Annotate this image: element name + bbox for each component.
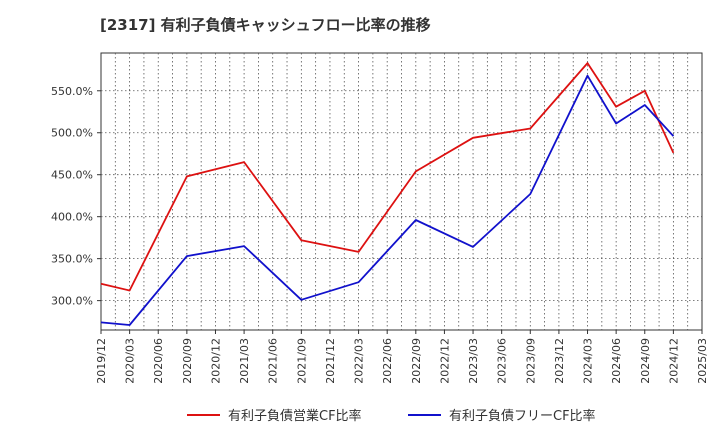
x-tick-label: 2019/12 xyxy=(95,338,108,384)
x-tick-label: 2023/03 xyxy=(467,338,480,384)
legend: 有利子負債営業CF比率 有利子負債フリーCF比率 xyxy=(187,408,596,424)
x-tick-label: 2020/12 xyxy=(209,338,222,384)
x-tick-label: 2022/03 xyxy=(353,338,366,384)
x-tick-label: 2024/12 xyxy=(667,338,680,384)
x-tick-label: 2023/06 xyxy=(496,338,509,384)
series-line-2 xyxy=(100,74,675,326)
y-tick-label: 450.0% xyxy=(51,169,93,182)
x-tick-label: 2022/06 xyxy=(381,338,394,384)
x-tick-label: 2021/03 xyxy=(238,338,251,384)
x-tick-label: 2024/09 xyxy=(639,338,652,384)
x-tick-label: 2022/12 xyxy=(438,338,451,384)
x-tick-label: 2021/09 xyxy=(295,338,308,384)
y-tick-label: 300.0% xyxy=(51,295,93,308)
x-tick-label: 2021/06 xyxy=(267,338,280,384)
x-tick-label: 2021/12 xyxy=(324,338,337,384)
x-tick-label: 2022/09 xyxy=(410,338,423,384)
y-tick-label: 350.0% xyxy=(51,253,93,266)
x-tick-label: 2020/09 xyxy=(181,338,194,384)
x-axis: 2019/12 2020/03 2020/06 2020/09 2020/12 2021/… xyxy=(95,330,709,384)
series-line-1 xyxy=(100,62,675,292)
chart-title: [2317] 有利子負債キャッシュフロー比率の推移 xyxy=(100,16,431,34)
x-tick-label: 2023/09 xyxy=(524,338,537,384)
legend-label-2: 有利子負債フリーCF比率 xyxy=(449,408,596,424)
x-tick-label: 2024/03 xyxy=(582,338,595,384)
x-tick-label: 2023/12 xyxy=(553,338,566,384)
y-tick-label: 550.0% xyxy=(51,85,93,98)
y-axis: 300.0% 350.0% 400.0% 450.0% 500.0% 550.0% xyxy=(51,85,101,308)
y-tick-label: 400.0% xyxy=(51,211,93,224)
x-tick-label: 2020/06 xyxy=(152,338,165,384)
x-tick-label: 2024/06 xyxy=(610,338,623,384)
legend-label-1: 有利子負債営業CF比率 xyxy=(228,408,362,424)
x-tick-label: 2020/03 xyxy=(124,338,137,384)
grid-layer xyxy=(101,53,702,330)
x-tick-label: 2025/03 xyxy=(696,338,709,384)
series-layer xyxy=(100,62,675,326)
y-tick-label: 500.0% xyxy=(51,127,93,140)
